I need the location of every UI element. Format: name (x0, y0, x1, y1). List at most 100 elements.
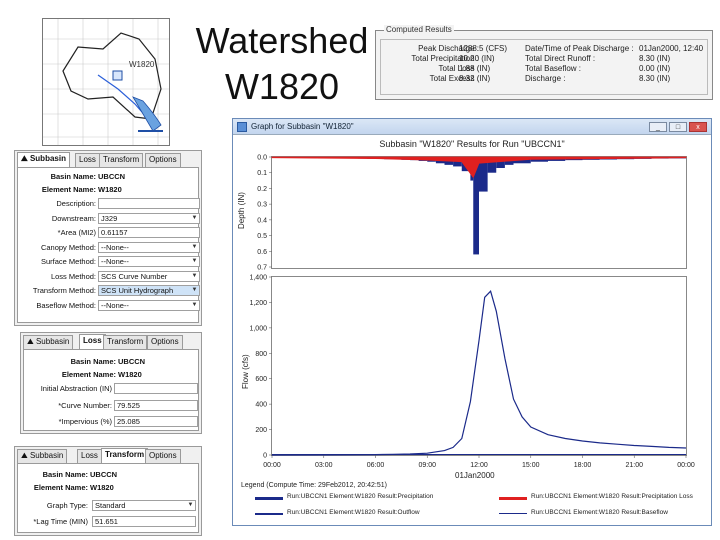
depth-tick-label: 0.4 (257, 217, 267, 224)
result-label: Discharge : (525, 74, 566, 83)
subbasin-panel: ⛰ Subbasin Loss Transform Options Basin … (14, 150, 202, 326)
select-value: --None-- (101, 243, 129, 252)
chevron-down-icon: ▼ (191, 287, 198, 293)
result-label: Total Direct Runoff : (525, 54, 596, 63)
initial-abstraction-input[interactable] (114, 383, 198, 394)
graph-window: Graph for Subbasin "W1820" _ □ x Subbasi… (232, 118, 712, 526)
tab-transform[interactable]: Transform (99, 153, 144, 167)
select-value: Standard (95, 501, 126, 510)
baseflow-method-select[interactable]: --None-- ▼ (98, 300, 200, 311)
precipitation-bar (473, 157, 479, 255)
slide-title: Watershed W1820 (182, 18, 382, 110)
select-value: SCS Unit Hydrograph (101, 286, 174, 295)
tab-loss[interactable]: Loss (75, 153, 100, 167)
computed-results-inner: Peak Discharge : 1288.5 (CFS) Total Prec… (380, 39, 708, 95)
flow-tick-label: 800 (255, 351, 267, 358)
tab-options[interactable]: Options (147, 335, 183, 349)
maximize-button[interactable]: □ (669, 122, 687, 132)
tab-options[interactable]: Options (145, 153, 181, 167)
impervious-input[interactable]: 25.085 (114, 416, 198, 427)
result-value: 8.32 (IN) (459, 74, 491, 83)
computed-results-legend: Computed Results (384, 25, 454, 34)
tab-subbasin[interactable]: ⛰ Subbasin (17, 449, 68, 463)
subbasin-icon (112, 70, 123, 81)
transform-method-select[interactable]: SCS Unit Hydrograph ▼ (98, 285, 200, 296)
element-name-value: W1820 (98, 185, 122, 194)
area-input[interactable]: 0.61157 (98, 227, 200, 238)
x-tick-label: 06:00 (367, 462, 385, 469)
legend-swatch-outflow (255, 513, 283, 515)
basin-name-value: UBCCN (118, 357, 146, 366)
field-label: Canopy Method: (40, 243, 96, 252)
field-label: Loss Method: (50, 272, 96, 281)
curve-number-input[interactable]: 79.525 (114, 400, 198, 411)
legend-swatch-precip-loss (499, 497, 527, 500)
lag-time-input[interactable]: 51.651 (92, 516, 196, 527)
minimize-button[interactable]: _ (649, 122, 667, 132)
result-value: 8.30 (IN) (639, 54, 671, 63)
result-label: Total Precipitation : (411, 54, 479, 63)
panel-body: Basin Name: UBCCN Element Name: W1820 Grap… (17, 463, 199, 533)
flow-axis-label: Flow (cfs) (241, 354, 250, 389)
depth-tick-label: 0.6 (257, 249, 267, 256)
panel-tabs: ⛰ Subbasin Loss Transform Options (17, 448, 199, 463)
field-label: Basin Name: (50, 172, 96, 181)
legend-item-outflow: Run:UBCCN1 Element:W1820 Result:Outflow (287, 509, 420, 516)
subbasin-icon: ⛰ (21, 154, 30, 163)
subbasin-icon: ⛰ (27, 337, 36, 346)
loss-panel: ⛰ Subbasin Loss Transform Options Basin … (20, 332, 202, 434)
select-value: --None-- (101, 257, 129, 266)
downstream-select[interactable]: J329 ▼ (98, 213, 200, 224)
result-label: Total Loss : (438, 64, 479, 73)
watershed-map: W1820 (42, 18, 170, 146)
canopy-method-select[interactable]: --None-- ▼ (98, 242, 200, 253)
legend-item-precipitation: Run:UBCCN1 Element:W1820 Result:Precipit… (287, 493, 434, 500)
flow-tick-label: 0 (263, 453, 267, 460)
x-tick-label: 09:00 (418, 462, 436, 469)
graph-window-titlebar[interactable]: Graph for Subbasin "W1820" _ □ x (233, 119, 711, 135)
depth-tick-label: 0.7 (257, 265, 267, 272)
close-button[interactable]: x (689, 122, 707, 132)
panel-tabs: ⛰ Subbasin Loss Transform Options (17, 152, 199, 167)
description-input[interactable] (98, 198, 200, 209)
tab-transform[interactable]: Transform (103, 335, 148, 349)
result-label: Date/Time of Peak Discharge : (525, 44, 634, 53)
graph-type-select[interactable]: Standard ▼ (92, 500, 196, 511)
result-value: 1288.5 (CFS) (459, 44, 508, 53)
field-label: Downstream: (51, 214, 96, 223)
flow-tick-label: 600 (255, 376, 267, 383)
slide-title-line1: Watershed (195, 20, 369, 61)
loss-method-select[interactable]: SCS Curve Number ▼ (98, 271, 200, 282)
select-value: --None-- (101, 301, 129, 310)
result-label: Total Excess : (429, 74, 479, 83)
field-label: Transform Method: (32, 286, 96, 295)
field-label: *Lag Time (MIN) (33, 517, 88, 526)
field-label: Graph Type: (46, 501, 88, 510)
field-label: Element Name: (33, 483, 88, 492)
select-value: SCS Curve Number (101, 272, 168, 281)
x-tick-label: 18:00 (574, 462, 592, 469)
tab-subbasin[interactable]: ⛰ Subbasin (23, 335, 74, 349)
tab-loss[interactable]: Loss (77, 449, 102, 463)
depth-tick-label: 0.0 (257, 155, 267, 162)
tab-options[interactable]: Options (145, 449, 181, 463)
tab-subbasin[interactable]: ⛰ Subbasin (17, 152, 70, 167)
field-label: Element Name: (41, 185, 96, 194)
depth-axis-label: Depth (IN) (237, 192, 246, 229)
chevron-down-icon: ▼ (191, 273, 198, 279)
surface-method-select[interactable]: --None-- ▼ (98, 256, 200, 267)
tab-label: Subbasin (29, 154, 66, 163)
tab-transform[interactable]: Transform (101, 448, 149, 463)
field-label: *Curve Number: (58, 401, 112, 410)
tab-loss[interactable]: Loss (79, 334, 106, 349)
flow-tick-label: 1,200 (249, 300, 267, 307)
field-label: Basin Name: (42, 470, 88, 479)
flow-tick-label: 1,000 (249, 325, 267, 332)
result-value: 0.00 (IN) (639, 64, 671, 73)
panel-tabs: ⛰ Subbasin Loss Transform Options (23, 334, 199, 349)
chevron-down-icon: ▼ (187, 502, 194, 508)
x-tick-label: 00:00 (677, 462, 695, 469)
depth-tick-label: 0.5 (257, 233, 267, 240)
basin-outline (62, 32, 162, 120)
map-label: W1820 (129, 60, 155, 69)
